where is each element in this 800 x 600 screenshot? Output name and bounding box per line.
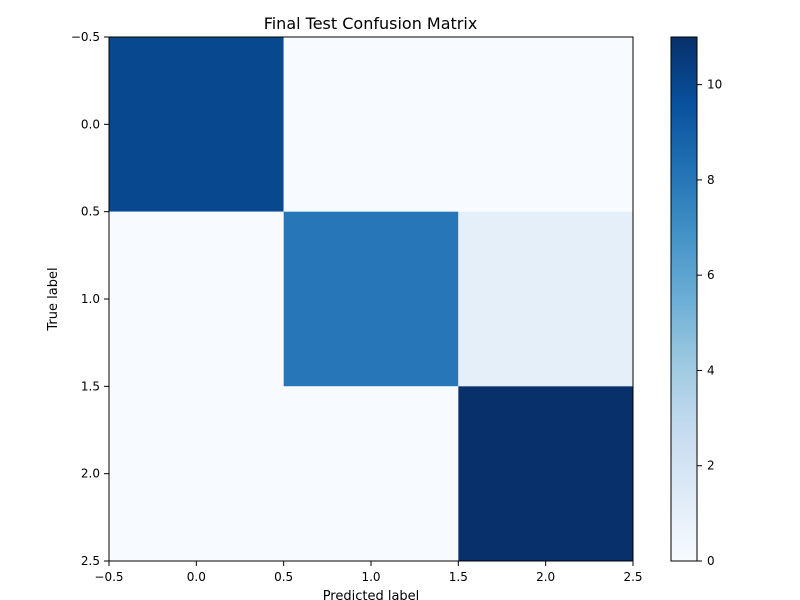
colorbar-ticks: 0 2 4 6 8 10 bbox=[697, 78, 722, 568]
heatmap-cells bbox=[109, 37, 633, 561]
x-tick-label: 0.5 bbox=[274, 570, 293, 584]
heatmap-cell-1-2 bbox=[458, 211, 633, 387]
colorbar-tick-label: 4 bbox=[707, 363, 715, 377]
y-tick-label: −0.5 bbox=[71, 30, 100, 44]
x-tick-label: 1.0 bbox=[361, 570, 380, 584]
y-tick-label: 1.0 bbox=[81, 292, 100, 306]
y-tick-label: 1.5 bbox=[81, 379, 100, 393]
heatmap-cell-1-1 bbox=[283, 211, 459, 387]
heatmap-cell-0-1 bbox=[283, 37, 459, 212]
heatmap-cell-0-2 bbox=[458, 37, 633, 212]
y-axis-ticks: −0.5 0.0 0.5 1.0 1.5 2.0 2.5 bbox=[71, 30, 109, 568]
heatmap-cell-0-0 bbox=[109, 37, 284, 212]
y-tick-label: 2.5 bbox=[81, 554, 100, 568]
x-axis-ticks: −0.5 0.0 0.5 1.0 1.5 2.0 2.5 bbox=[94, 561, 643, 584]
colorbar-tick-label: 2 bbox=[707, 459, 715, 473]
x-axis-label: Predicted label bbox=[323, 589, 420, 600]
colorbar-tick-label: 10 bbox=[707, 78, 722, 92]
y-tick-label: 0.5 bbox=[81, 205, 100, 219]
y-tick-label: 2.0 bbox=[81, 467, 100, 481]
heatmap-cell-2-2 bbox=[458, 386, 633, 561]
chart-title: Final Test Confusion Matrix bbox=[264, 14, 478, 33]
colorbar-tick-label: 8 bbox=[707, 173, 715, 187]
x-tick-label: 2.0 bbox=[536, 570, 555, 584]
x-tick-label: −0.5 bbox=[94, 570, 123, 584]
x-tick-label: 2.5 bbox=[623, 570, 642, 584]
heatmap-cell-2-1 bbox=[283, 386, 459, 561]
y-axis-label: True label bbox=[46, 267, 61, 331]
heatmap-cell-2-0 bbox=[109, 386, 284, 561]
heatmap-cell-1-0 bbox=[109, 211, 284, 387]
colorbar-tick-label: 6 bbox=[707, 268, 715, 282]
colorbar bbox=[670, 36, 698, 562]
x-tick-label: 0.0 bbox=[187, 570, 206, 584]
x-tick-label: 1.5 bbox=[449, 570, 468, 584]
y-tick-label: 0.0 bbox=[81, 117, 100, 131]
colorbar-tick-label: 0 bbox=[707, 554, 715, 568]
